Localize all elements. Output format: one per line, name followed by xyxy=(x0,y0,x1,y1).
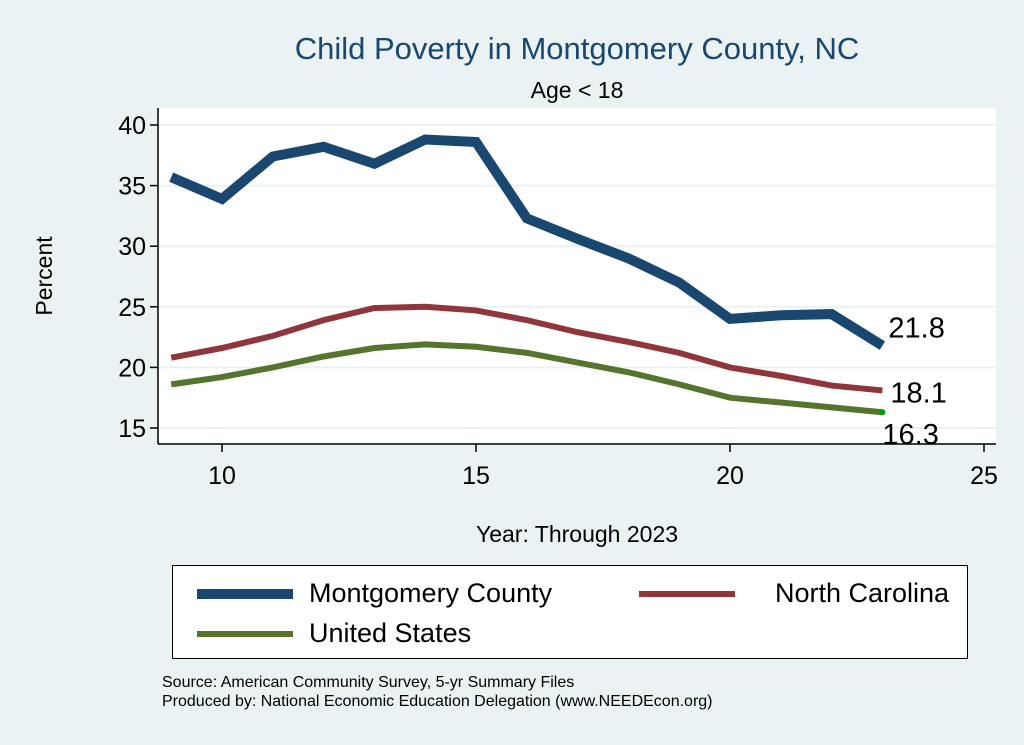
legend-label: North Carolina xyxy=(775,578,950,608)
source-note: Source: American Community Survey, 5-yr … xyxy=(162,674,575,691)
x-tick-label: 15 xyxy=(462,462,490,490)
series-line-north-carolina xyxy=(170,303,883,394)
x-tick-label: 10 xyxy=(208,462,236,490)
data-label-montgomery-county: 21.8 xyxy=(888,313,944,345)
legend-item-montgomery-county: Montgomery County xyxy=(197,578,552,609)
legend-item-north-carolina: North Carolina xyxy=(639,578,949,609)
y-tick-label: 40 xyxy=(118,112,146,140)
y-axis-label: Percent xyxy=(31,236,57,316)
y-tick-label: 35 xyxy=(118,173,146,201)
y-tick-label: 25 xyxy=(118,294,146,322)
y-tick-label: 15 xyxy=(118,415,146,443)
end-marker-united-states xyxy=(879,409,886,416)
legend: Montgomery County North Carolina United … xyxy=(172,565,968,659)
chart-title: Child Poverty in Montgomery County, NC xyxy=(295,31,860,66)
x-tick-label: 25 xyxy=(970,462,998,490)
x-tick-label: 20 xyxy=(716,462,744,490)
legend-item-united-states: United States xyxy=(197,618,471,649)
legend-label: United States xyxy=(309,618,472,648)
x-axis-label: Year: Through 2023 xyxy=(476,521,678,547)
y-tick-label: 30 xyxy=(118,233,146,261)
legend-swatch xyxy=(197,630,293,637)
line-chart: Child Poverty in Montgomery County, NC A… xyxy=(31,31,998,547)
produced-by-note: Produced by: National Economic Education… xyxy=(162,693,713,710)
legend-swatch xyxy=(639,590,735,597)
data-label-united-states: 16.3 xyxy=(882,419,938,451)
data-label-north-carolina: 18.1 xyxy=(890,377,946,409)
y-tick-label: 20 xyxy=(118,354,146,382)
legend-swatch xyxy=(197,588,293,599)
legend-label: Montgomery County xyxy=(309,578,553,608)
chart-subtitle: Age < 18 xyxy=(531,77,624,103)
series-line-united-states xyxy=(170,341,883,416)
series-line-montgomery-county xyxy=(169,134,886,350)
